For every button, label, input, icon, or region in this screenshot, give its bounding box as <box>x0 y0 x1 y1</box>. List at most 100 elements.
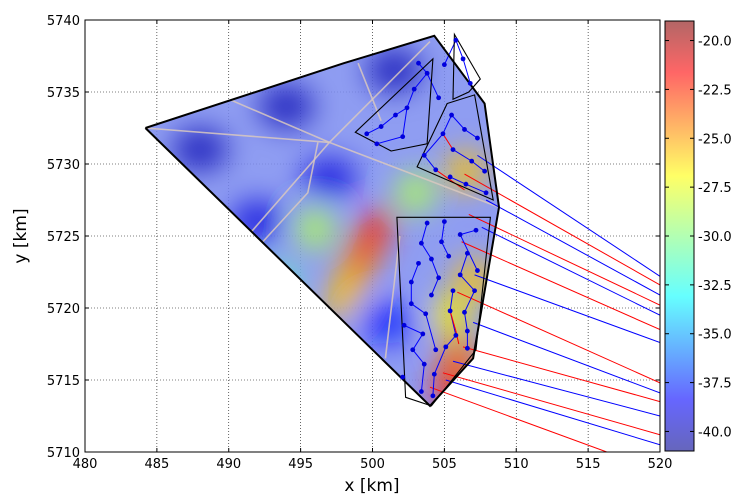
reference-line <box>228 98 330 144</box>
export-cable <box>445 379 660 446</box>
colorbar-tick-label: -32.5 <box>698 279 732 294</box>
turbine-marker <box>462 127 467 132</box>
colorbar: -20.0 -22.5 -25.0 -27.5 -30.0 -32.5 -35.0 -37.5… <box>664 20 732 452</box>
y-tick-label: 5715 <box>47 374 80 389</box>
turbine-marker <box>364 131 370 137</box>
turbine-marker <box>443 344 449 350</box>
heatmap-coldspot <box>258 84 315 129</box>
turbine-marker <box>410 347 416 353</box>
colorbar-tick-label: -37.5 <box>698 377 732 392</box>
heatmap-coldspot <box>172 127 228 172</box>
reference-line <box>384 235 401 359</box>
x-tick-label: 510 <box>504 457 529 472</box>
turbine-marker <box>439 239 444 245</box>
heatmap-hotspot <box>295 206 335 251</box>
turbine-marker <box>447 308 453 314</box>
turbine-marker <box>440 131 446 137</box>
turbine-marker <box>400 374 406 380</box>
turbine-marker <box>433 167 439 173</box>
turbine-marker <box>408 301 414 307</box>
colorbar-tick-label: -25.0 <box>698 132 732 147</box>
turbine-marker <box>424 70 430 76</box>
turbine-marker <box>483 190 489 196</box>
turbine-marker <box>449 112 454 118</box>
turbine-marker <box>401 322 407 328</box>
turbine-marker <box>469 158 475 164</box>
turbine-marker <box>423 311 429 317</box>
turbine-marker <box>418 389 424 394</box>
turbine-marker <box>457 272 463 278</box>
turbine-marker <box>464 250 470 256</box>
export-cable <box>485 199 660 296</box>
heatmap-hotspot <box>445 149 486 194</box>
colorbar-gradient <box>665 21 694 451</box>
turbine-marker <box>441 219 447 225</box>
colorbar-ticks: -20.0 -22.5 -25.0 -27.5 -30.0 -32.5 -35.0 -37.5… <box>665 35 732 440</box>
y-tick-label: 5720 <box>47 302 80 317</box>
turbine-marker <box>467 80 473 86</box>
turbine-marker <box>429 256 434 262</box>
turbine-marker <box>453 332 459 338</box>
colorbar-tick-label: -35.0 <box>698 328 732 343</box>
export-cable <box>461 241 660 331</box>
turbine-marker <box>447 174 453 180</box>
colorbar-tick-label: -20.0 <box>698 35 732 50</box>
infield-cable <box>423 114 453 171</box>
infield-cable <box>443 38 471 84</box>
turbine-marker <box>457 232 463 237</box>
export-cable <box>477 154 660 277</box>
export-cable <box>429 386 607 452</box>
colorbar-tick-label: -27.5 <box>698 181 732 196</box>
heatmap-coldspot <box>366 48 423 93</box>
export-cable <box>481 226 660 316</box>
infield-cable <box>449 310 460 345</box>
turbine-marker <box>436 275 442 281</box>
turbine-marker <box>430 393 436 399</box>
turbine-marker <box>404 105 410 111</box>
turbine-marker <box>400 134 406 140</box>
heatmap-coldspot <box>358 300 415 345</box>
turbine-marker <box>416 60 421 66</box>
turbine-marker <box>463 181 469 187</box>
heatmap-coldspot <box>301 156 358 201</box>
turbines <box>364 37 489 399</box>
turbine-marker <box>416 260 421 266</box>
y-tick-label: 5735 <box>47 86 80 101</box>
export-cable <box>442 372 660 436</box>
turbine-marker <box>441 62 447 68</box>
turbine-marker <box>450 288 456 294</box>
infield-cable <box>432 290 457 396</box>
export-cable <box>462 346 660 403</box>
turbine-marker <box>436 95 442 101</box>
heatmap-hotspot <box>324 265 364 322</box>
turbine-marker <box>475 135 480 141</box>
turbine-marker <box>420 331 426 337</box>
turbine-marker <box>464 328 470 334</box>
turbine-marker <box>378 124 384 129</box>
x-tick-label: 500 <box>360 457 385 472</box>
axes: 480 485 490 495 500 505 510 515 520 5710 5715 5720 5… <box>47 14 673 472</box>
infield-cable <box>435 169 465 191</box>
turbine-marker <box>446 253 452 259</box>
x-tick-label: 520 <box>648 457 673 472</box>
infield-cable <box>459 253 476 349</box>
x-tick-label: 480 <box>73 457 98 472</box>
colorbar-tick-label: -30.0 <box>698 230 732 245</box>
turbine-marker <box>408 279 414 285</box>
x-tick-label: 485 <box>144 457 169 472</box>
turbine-marker <box>424 220 430 226</box>
export-cable <box>472 321 660 394</box>
infield-cable <box>442 133 454 150</box>
export-cable <box>457 291 660 384</box>
y-tick-label: 5730 <box>47 158 80 173</box>
turbine-marker <box>421 152 427 158</box>
heatmap-hotspot <box>395 170 436 215</box>
heatmap-hotspot <box>453 257 494 302</box>
turbine-marker <box>453 37 459 43</box>
sub-area-boundary <box>452 32 481 101</box>
turbine-marker <box>418 240 424 246</box>
x-tick-label: 515 <box>576 457 601 472</box>
x-axis-label: x [km] <box>344 476 399 496</box>
turbine-marker <box>411 86 417 92</box>
